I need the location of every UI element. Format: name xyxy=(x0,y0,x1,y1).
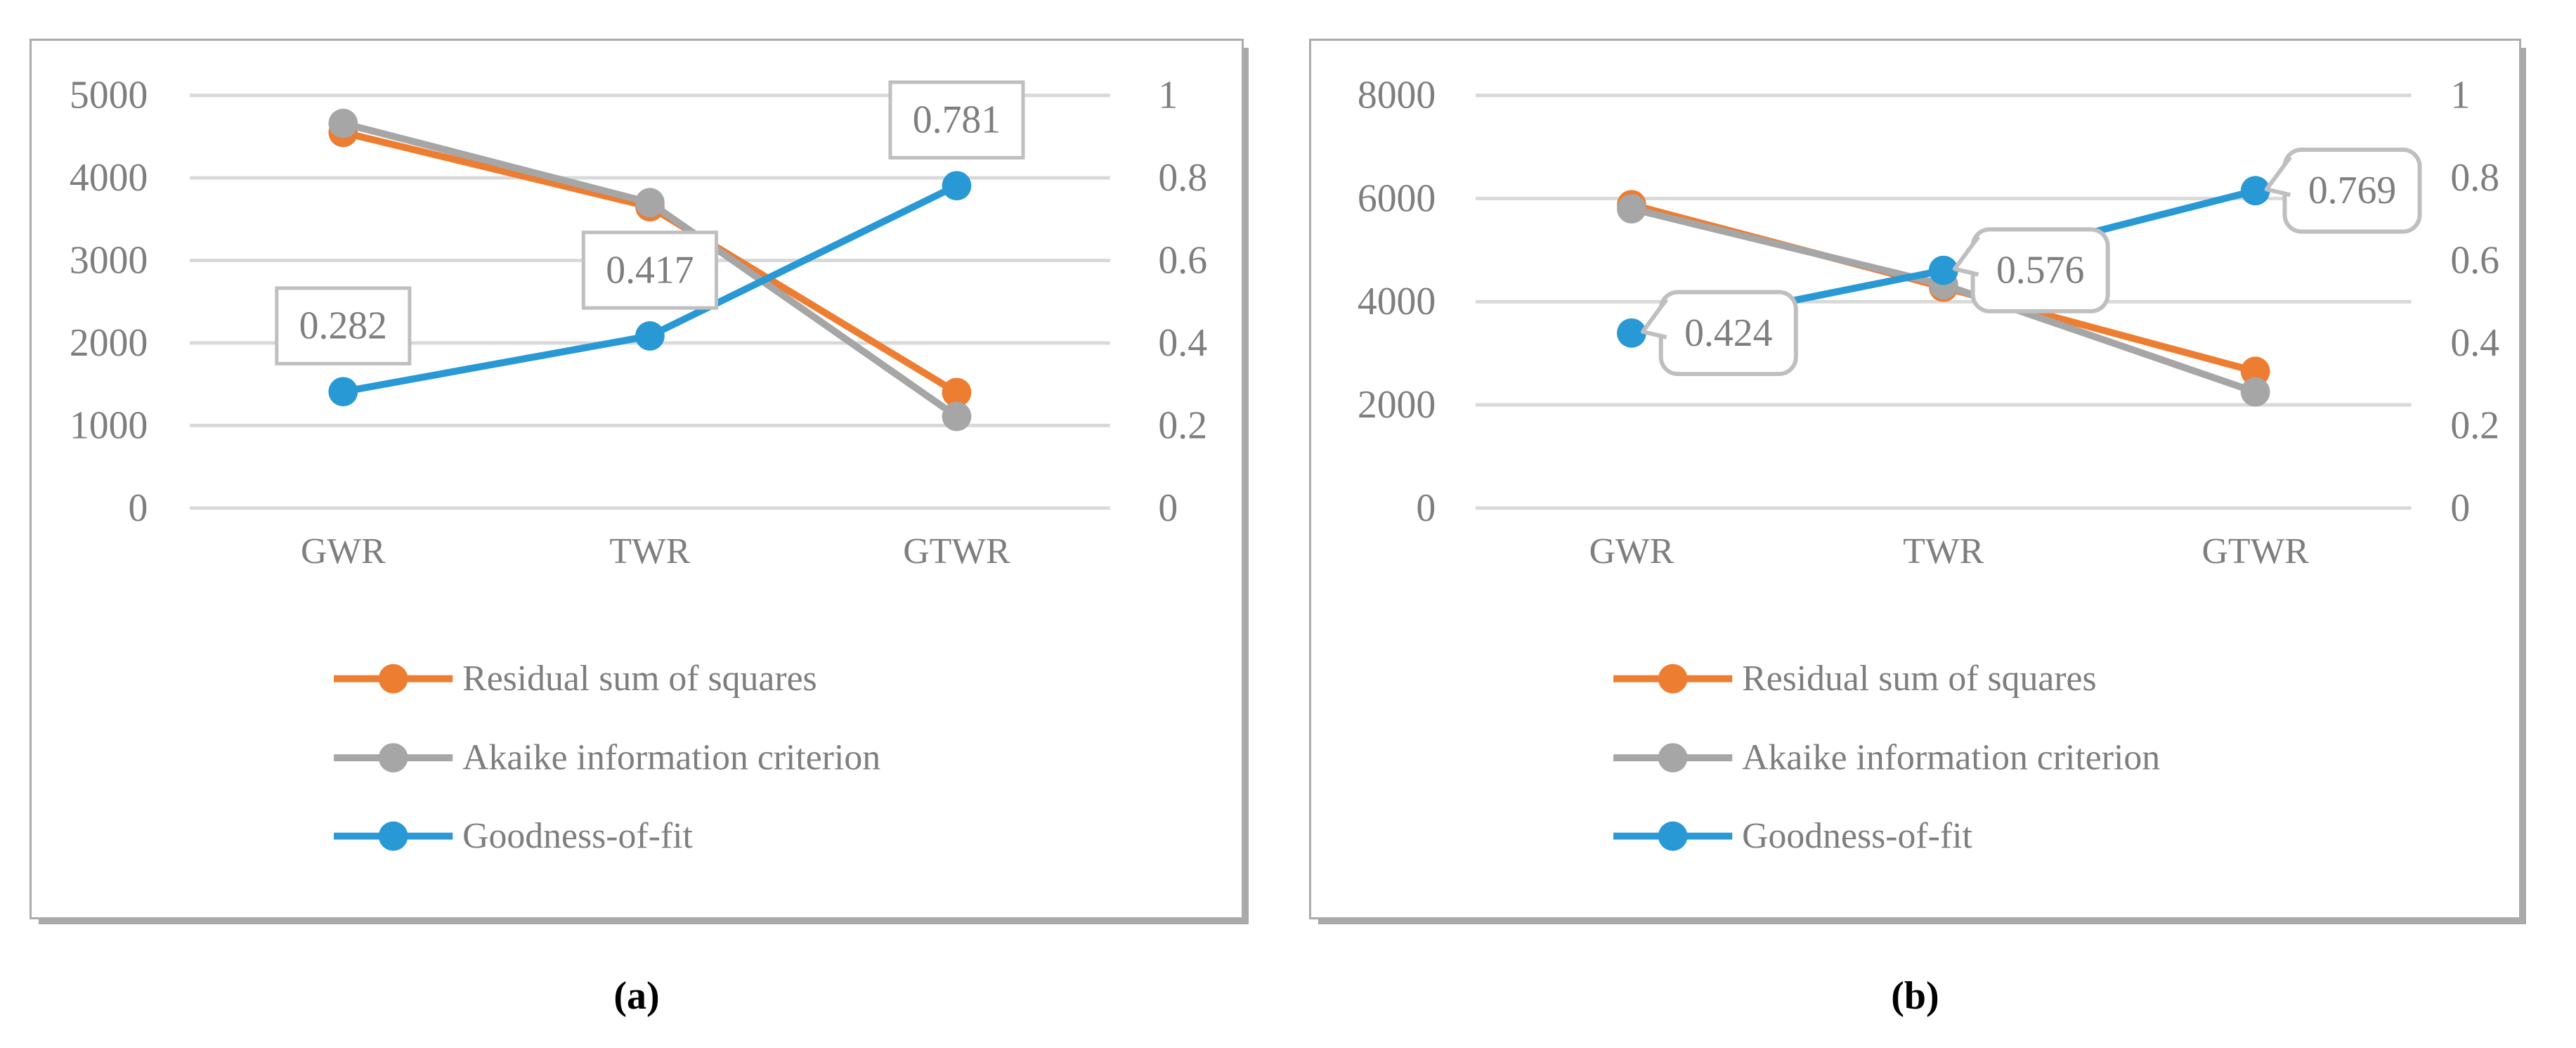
right-axis-tick-label: 0.4 xyxy=(1158,321,1207,365)
legend-label: Goodness-of-fit xyxy=(462,816,693,856)
data-point xyxy=(1928,255,1958,285)
right-axis-tick-label: 0.2 xyxy=(1158,403,1207,447)
right-axis-tick-label: 0.2 xyxy=(2450,403,2499,447)
chart-panel-b: 8000 6000 4000 2000 0 1 0.8 0.6 0.4 0.2 0 GWR TWR GTW… xyxy=(1309,39,2521,919)
legend-label: Residual sum of squares xyxy=(1742,659,2097,699)
legend-marker-dot xyxy=(378,821,408,851)
data-point xyxy=(635,321,665,351)
callout-tail-outline xyxy=(1952,235,1980,277)
data-point xyxy=(942,377,972,408)
left-axis-tick-label: 1000 xyxy=(70,403,148,447)
caption-b: (b) xyxy=(1891,974,1939,1018)
data-point xyxy=(2240,356,2270,387)
data-point xyxy=(2240,176,2270,206)
data-point xyxy=(328,108,358,138)
right-axis-tick-label: 0.4 xyxy=(2450,321,2499,365)
right-axis-tick-label: 1 xyxy=(2450,74,2470,117)
chart-b-svg: 8000 6000 4000 2000 0 1 0.8 0.6 0.4 0.2 0 GWR TWR GTW… xyxy=(1358,74,2499,856)
data-label: 0.781 xyxy=(913,98,1001,142)
right-axis-tick-label: 0.8 xyxy=(2450,156,2499,200)
category-label: TWR xyxy=(1903,531,1984,571)
right-axis-tick-label: 1 xyxy=(1158,74,1178,117)
left-axis-tick-label: 8000 xyxy=(1358,74,1436,117)
right-axis-tick-label: 0.6 xyxy=(2450,238,2499,282)
legend-marker-dot xyxy=(1658,821,1688,851)
data-label: 0.424 xyxy=(1684,311,1772,355)
left-axis-tick-label: 6000 xyxy=(1358,176,1436,220)
chart-a-svg: 5000 4000 3000 2000 1000 0 1 0.8 0.6 0.4 0.2 0 GWR TW… xyxy=(70,74,1207,856)
legend-label: Residual sum of squares xyxy=(462,659,817,699)
data-point xyxy=(635,188,665,218)
legend-label: Akaike information criterion xyxy=(462,738,880,778)
callout-tail-outline xyxy=(2264,155,2292,198)
category-label: GTWR xyxy=(2201,531,2309,571)
right-axis-tick-label: 0 xyxy=(2450,486,2470,530)
left-axis-tick-label: 3000 xyxy=(70,238,148,282)
left-axis-tick-label: 0 xyxy=(1416,486,1436,530)
callout-tail-outline xyxy=(1640,298,1669,339)
legend-marker-dot xyxy=(378,743,408,772)
category-label: GWR xyxy=(1589,531,1674,571)
data-point xyxy=(1617,194,1646,224)
data-point xyxy=(1617,318,1646,348)
left-axis-tick-label: 5000 xyxy=(70,74,148,117)
caption-a: (a) xyxy=(613,974,660,1018)
left-axis-tick-label: 2000 xyxy=(70,321,148,365)
left-axis-tick-label: 4000 xyxy=(70,156,148,200)
legend-marker-dot xyxy=(378,664,408,694)
chart-panel-a: 5000 4000 3000 2000 1000 0 1 0.8 0.6 0.4 0.2 0 GWR TW… xyxy=(30,39,1244,919)
right-axis-tick-label: 0.6 xyxy=(1158,238,1207,282)
data-label: 0.769 xyxy=(2308,169,2396,212)
legend-label: Goodness-of-fit xyxy=(1742,816,1972,856)
right-axis-tick-label: 0.8 xyxy=(1158,156,1207,200)
data-label-box xyxy=(888,80,1025,160)
data-label: 0.282 xyxy=(299,304,387,348)
category-label: GTWR xyxy=(903,531,1010,571)
category-label: TWR xyxy=(609,531,690,571)
left-axis-tick-label: 4000 xyxy=(1358,280,1436,323)
data-point xyxy=(942,401,972,432)
data-label: 0.576 xyxy=(1996,249,2084,292)
category-label: GWR xyxy=(301,531,386,571)
data-point xyxy=(942,171,972,201)
data-label: 0.417 xyxy=(606,248,694,292)
left-axis-tick-label: 0 xyxy=(128,486,148,530)
legend-label: Akaike information criterion xyxy=(1742,738,2160,778)
left-axis-tick-label: 2000 xyxy=(1358,383,1436,427)
legend-marker-dot xyxy=(1658,664,1688,694)
data-label-box xyxy=(581,231,718,310)
data-label-box xyxy=(275,286,412,365)
data-point xyxy=(328,377,358,407)
right-axis-tick-label: 0 xyxy=(1158,486,1178,530)
legend-marker-dot xyxy=(1658,743,1688,772)
data-point xyxy=(2240,377,2270,407)
